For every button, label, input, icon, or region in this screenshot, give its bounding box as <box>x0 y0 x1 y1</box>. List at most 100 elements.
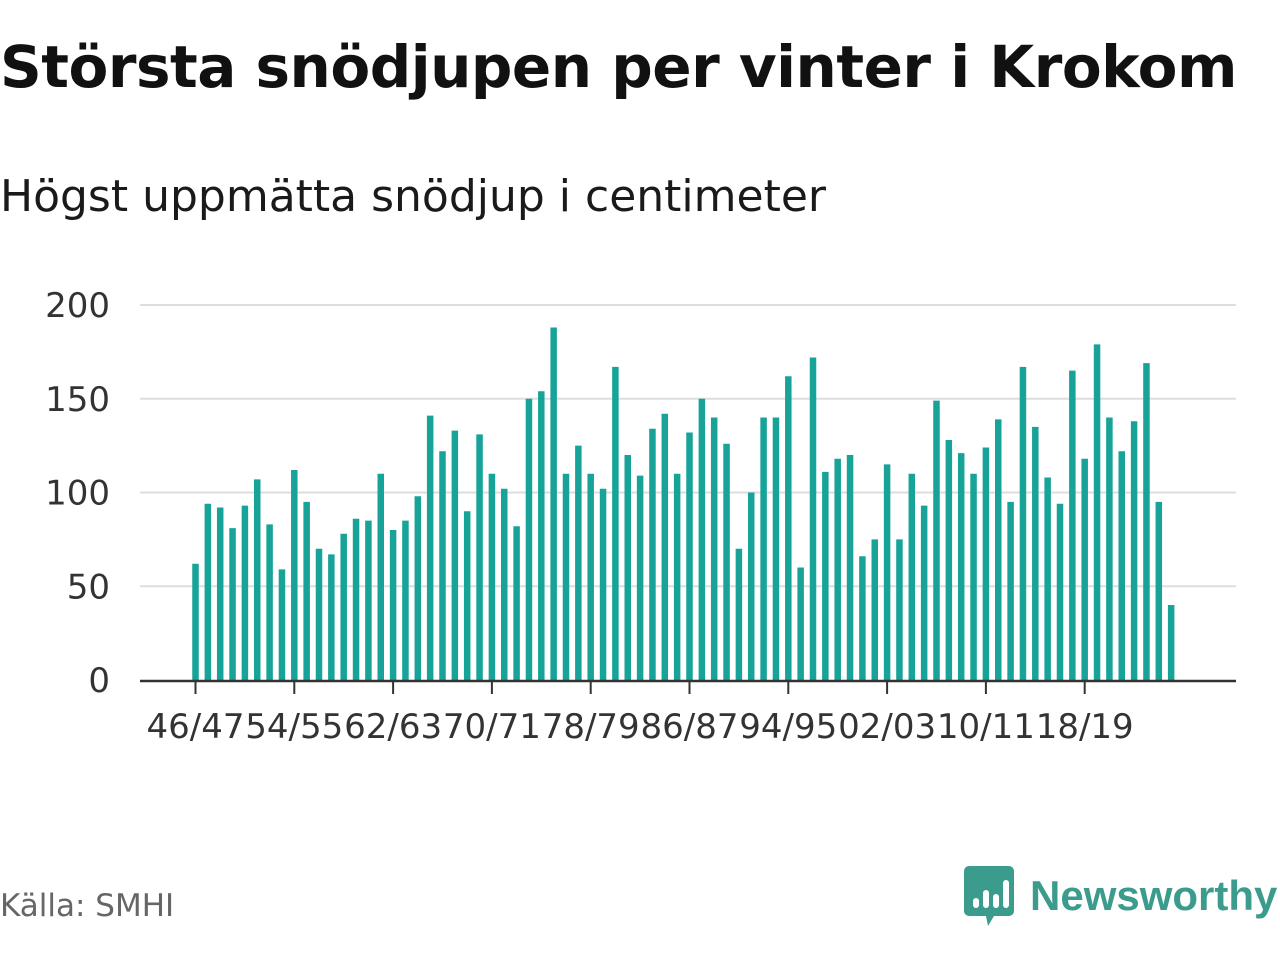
bar-16/17 <box>1056 503 1064 680</box>
bar-70/71 <box>488 473 496 680</box>
x-tick-label: 18/19 <box>1036 707 1134 747</box>
bar-82/83 <box>636 475 644 680</box>
bar-98/99 <box>834 458 841 680</box>
bar-64/65 <box>414 496 422 680</box>
bar-90/91 <box>735 548 743 680</box>
bar-54/55 <box>291 470 298 680</box>
bar-76/77 <box>562 473 570 680</box>
bar-91/92 <box>748 492 755 680</box>
bar-58/59 <box>340 533 347 680</box>
bar-19/20 <box>1093 344 1101 681</box>
bar-52/53 <box>266 524 273 681</box>
bar-53/54 <box>278 569 286 681</box>
bar-84/85 <box>661 413 669 680</box>
source-note: Källa: SMHI <box>0 888 175 924</box>
bar-75/76 <box>550 327 557 680</box>
bar-10/11 <box>982 447 990 680</box>
chart-subtitle: Högst uppmätta snödjup i centimeter <box>0 171 826 222</box>
bar-68/69 <box>463 511 471 680</box>
bar-74/75 <box>538 391 545 680</box>
bar-51/52 <box>254 479 261 681</box>
chart-title: Största snödjupen per vinter i Krokom <box>0 33 1237 101</box>
bar-24/25 <box>1155 501 1163 681</box>
brand-name: Newsworthy <box>1030 872 1278 919</box>
bar-89/90 <box>723 443 730 680</box>
bar-03/04 <box>896 539 903 681</box>
bar-46/47 <box>192 563 199 680</box>
bar-18/19 <box>1081 458 1088 680</box>
axes: 0 50 100 150 200 46/47 54/55 62/63 70/71 78/79 86/… <box>45 286 1236 747</box>
bar-83/84 <box>649 428 656 680</box>
bar-99/00 <box>846 455 854 680</box>
bar-69/70 <box>476 434 483 681</box>
bar-57/58 <box>328 554 335 681</box>
bar-01/02 <box>871 539 878 681</box>
bar-88/89 <box>710 417 718 680</box>
bar-59/60 <box>352 518 360 680</box>
bar-85/86 <box>673 473 681 680</box>
bar-06/07 <box>933 400 940 681</box>
bar-67/68 <box>451 430 459 681</box>
x-tick-label: 54/55 <box>245 707 343 747</box>
bar-48/49 <box>216 507 224 680</box>
bar-12/13 <box>1007 501 1014 681</box>
bar-79/80 <box>599 488 607 680</box>
bar-15/16 <box>1044 477 1051 680</box>
y-tick-label: 100 <box>45 474 110 514</box>
bar-56/57 <box>315 548 323 680</box>
bars <box>192 327 1175 681</box>
bar-50/51 <box>241 505 249 681</box>
x-tick-label: 46/47 <box>147 707 245 747</box>
bar-97/98 <box>822 471 829 680</box>
bar-94/95 <box>785 376 792 680</box>
x-tick-label: 94/95 <box>739 707 837 747</box>
bar-71/72 <box>501 488 508 680</box>
bar-62/63 <box>389 530 397 680</box>
bar-47/48 <box>204 503 212 680</box>
bar-63/64 <box>402 520 409 681</box>
bar-17/18 <box>1069 370 1076 681</box>
x-tick-label: 62/63 <box>344 707 442 747</box>
y-tick-label: 50 <box>67 567 110 607</box>
y-tick-label: 150 <box>45 380 110 420</box>
bar-66/67 <box>439 451 446 680</box>
bar-95/96 <box>797 567 804 680</box>
bar-chart: 0 50 100 150 200 46/47 54/55 62/63 70/71 78/79 86/… <box>45 286 1236 747</box>
bar-86/87 <box>686 432 693 680</box>
bar-73/74 <box>525 398 533 680</box>
bar-04/05 <box>908 473 916 680</box>
bar-49/50 <box>229 528 236 681</box>
bar-13/14 <box>1019 366 1027 681</box>
chat-bubble-bar-chart-icon <box>964 866 1014 926</box>
x-tick-label: 70/71 <box>443 707 541 747</box>
bar-92/93 <box>760 417 767 680</box>
x-tick-label: 86/87 <box>641 707 739 747</box>
bar-87/88 <box>698 398 706 680</box>
y-tick-label: 0 <box>88 661 110 701</box>
bar-25/26 <box>1167 605 1175 680</box>
bar-72/73 <box>513 526 520 680</box>
bar-08/09 <box>957 453 965 681</box>
bar-78/79 <box>587 473 594 680</box>
y-tick-label: 200 <box>45 286 110 326</box>
bar-61/62 <box>377 473 384 680</box>
bar-07/08 <box>945 440 953 680</box>
bar-00/01 <box>859 556 866 680</box>
bar-81/82 <box>624 455 631 680</box>
bar-20/21 <box>1106 417 1113 680</box>
bar-14/15 <box>1032 426 1039 680</box>
bar-77/78 <box>575 445 582 681</box>
bar-11/12 <box>995 419 1002 681</box>
bar-02/03 <box>883 464 891 680</box>
bar-60/61 <box>365 520 372 681</box>
x-tick-label: 02/03 <box>838 707 936 747</box>
x-tick-label: 10/11 <box>937 707 1035 747</box>
bar-65/66 <box>426 415 434 681</box>
bar-22/23 <box>1130 421 1138 680</box>
bar-96/97 <box>809 357 817 680</box>
bar-21/22 <box>1118 451 1125 680</box>
bar-80/81 <box>612 366 619 681</box>
bar-93/94 <box>772 417 780 680</box>
newsworthy-logo: Newsworthy <box>964 866 1277 926</box>
bar-55/56 <box>303 501 310 681</box>
